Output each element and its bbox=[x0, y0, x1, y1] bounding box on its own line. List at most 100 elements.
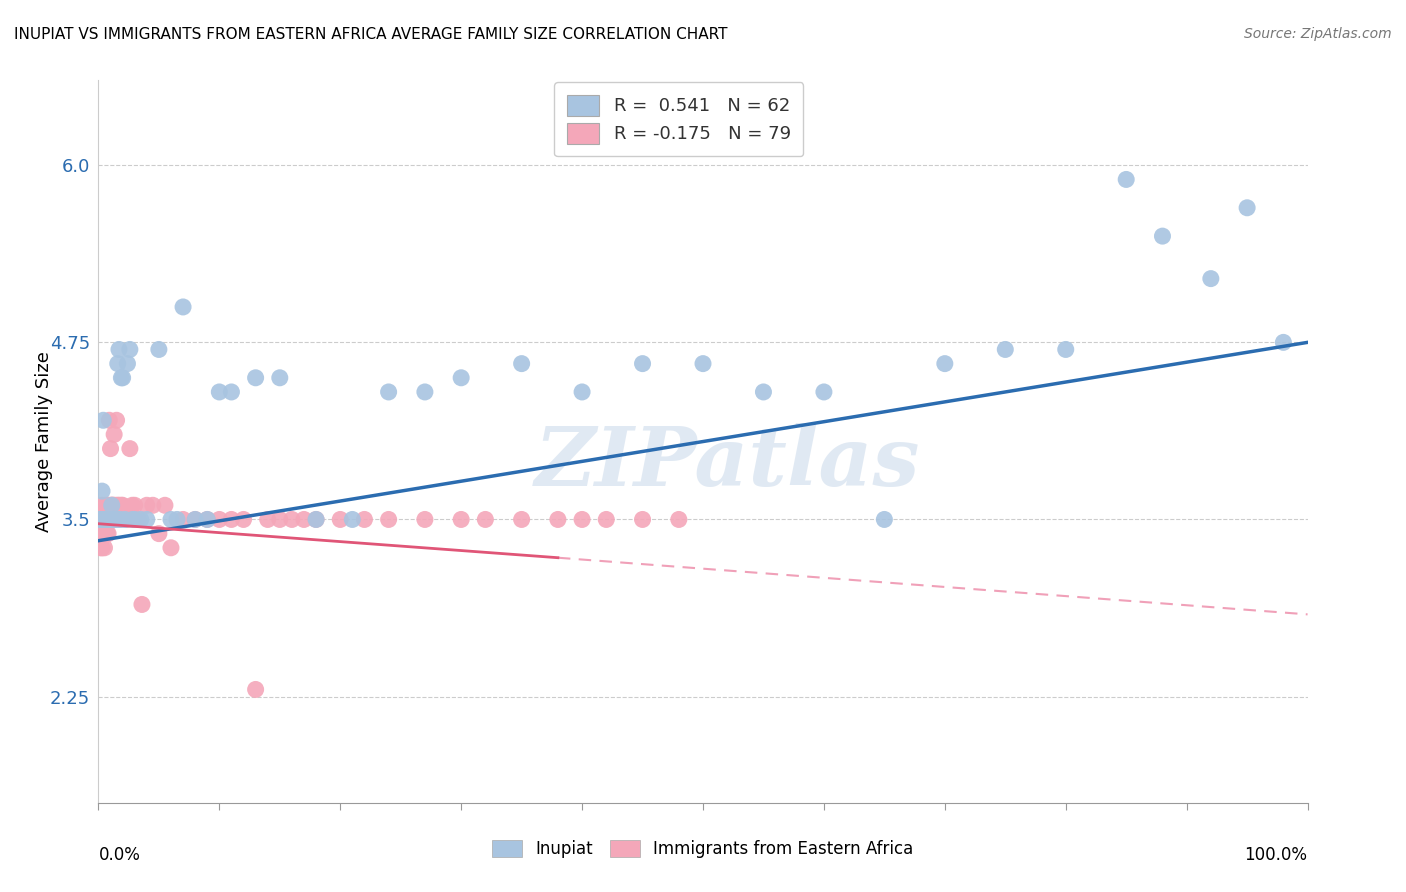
Point bbox=[105, 413, 128, 427]
Point bbox=[91, 484, 114, 499]
Point bbox=[105, 512, 128, 526]
Point bbox=[91, 526, 114, 541]
Point bbox=[91, 512, 114, 526]
Point bbox=[232, 512, 254, 526]
Point bbox=[96, 512, 118, 526]
Point bbox=[245, 371, 267, 385]
Point bbox=[221, 512, 243, 526]
Point bbox=[96, 526, 118, 541]
Point bbox=[111, 498, 134, 512]
Point bbox=[93, 512, 115, 526]
Point bbox=[93, 512, 115, 526]
Point bbox=[934, 357, 956, 371]
Point bbox=[108, 343, 131, 357]
Point bbox=[124, 512, 146, 526]
Point bbox=[107, 498, 129, 512]
Point bbox=[631, 512, 654, 526]
Point bbox=[1272, 335, 1295, 350]
Point bbox=[329, 512, 352, 526]
Point bbox=[195, 512, 218, 526]
Point bbox=[184, 512, 207, 526]
Point bbox=[692, 357, 714, 371]
Point bbox=[89, 526, 111, 541]
Point bbox=[1152, 229, 1174, 244]
Point bbox=[94, 526, 117, 541]
Point bbox=[377, 384, 399, 399]
Point bbox=[101, 512, 124, 526]
Point bbox=[90, 541, 112, 555]
Point bbox=[148, 526, 170, 541]
Point bbox=[103, 512, 125, 526]
Point bbox=[281, 512, 304, 526]
Point bbox=[595, 512, 617, 526]
Point bbox=[668, 512, 690, 526]
Point bbox=[90, 526, 112, 541]
Text: Source: ZipAtlas.com: Source: ZipAtlas.com bbox=[1244, 27, 1392, 41]
Point bbox=[153, 498, 176, 512]
Point bbox=[117, 357, 139, 371]
Point bbox=[100, 498, 122, 512]
Point bbox=[571, 512, 593, 526]
Point bbox=[100, 512, 122, 526]
Point bbox=[114, 512, 136, 526]
Text: INUPIAT VS IMMIGRANTS FROM EASTERN AFRICA AVERAGE FAMILY SIZE CORRELATION CHART: INUPIAT VS IMMIGRANTS FROM EASTERN AFRIC… bbox=[14, 27, 727, 42]
Point bbox=[91, 512, 114, 526]
Point bbox=[118, 442, 141, 456]
Point bbox=[91, 541, 114, 555]
Point bbox=[166, 512, 188, 526]
Point bbox=[813, 384, 835, 399]
Point bbox=[100, 498, 122, 512]
Point bbox=[93, 512, 115, 526]
Point bbox=[510, 512, 533, 526]
Point bbox=[1236, 201, 1258, 215]
Point bbox=[413, 384, 436, 399]
Point bbox=[129, 512, 152, 526]
Point bbox=[245, 682, 267, 697]
Point bbox=[101, 498, 124, 512]
Point bbox=[91, 512, 114, 526]
Point bbox=[118, 343, 141, 357]
Point bbox=[377, 512, 399, 526]
Point bbox=[93, 541, 115, 555]
Point bbox=[292, 512, 315, 526]
Point bbox=[221, 384, 243, 399]
Point bbox=[108, 512, 131, 526]
Point bbox=[450, 512, 472, 526]
Point bbox=[631, 357, 654, 371]
Point bbox=[208, 384, 231, 399]
Point bbox=[89, 512, 111, 526]
Point bbox=[94, 512, 117, 526]
Point bbox=[94, 512, 117, 526]
Point bbox=[107, 357, 129, 371]
Point bbox=[114, 512, 136, 526]
Point bbox=[100, 512, 122, 526]
Point bbox=[195, 512, 218, 526]
Point bbox=[94, 512, 117, 526]
Point bbox=[172, 300, 194, 314]
Point bbox=[97, 498, 120, 512]
Point bbox=[474, 512, 496, 526]
Point bbox=[110, 371, 132, 385]
Point bbox=[117, 512, 139, 526]
Point bbox=[1115, 172, 1137, 186]
Point bbox=[121, 498, 143, 512]
Point bbox=[160, 541, 183, 555]
Point bbox=[96, 512, 118, 526]
Point bbox=[94, 498, 117, 512]
Point bbox=[100, 442, 122, 456]
Point bbox=[100, 498, 122, 512]
Point bbox=[305, 512, 328, 526]
Point bbox=[547, 512, 569, 526]
Point bbox=[111, 371, 134, 385]
Point bbox=[1054, 343, 1077, 357]
Point bbox=[148, 343, 170, 357]
Point bbox=[184, 512, 207, 526]
Point bbox=[110, 498, 132, 512]
Point bbox=[269, 371, 291, 385]
Text: ZIPatlas: ZIPatlas bbox=[534, 423, 920, 503]
Point bbox=[103, 512, 125, 526]
Point bbox=[121, 512, 143, 526]
Point bbox=[160, 512, 183, 526]
Point bbox=[96, 512, 118, 526]
Point bbox=[96, 526, 118, 541]
